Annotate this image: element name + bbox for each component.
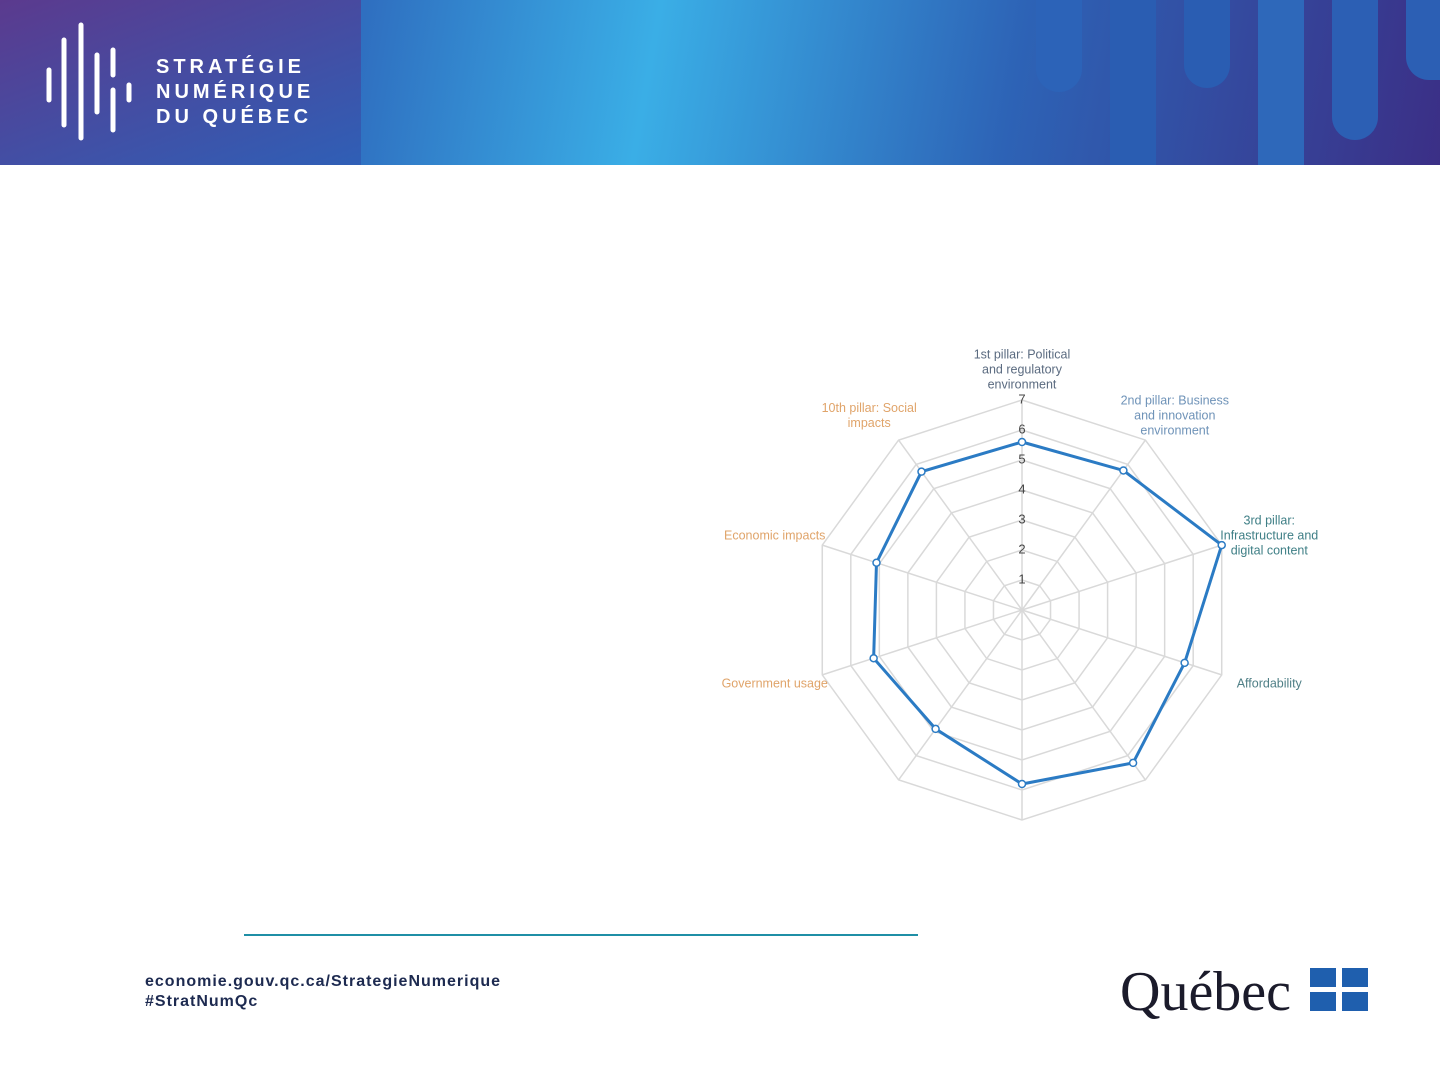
spoke <box>822 609 1023 676</box>
category-label: 2nd pillar: Business and innovation envi… <box>1120 393 1230 438</box>
spoke <box>822 544 1023 611</box>
category-label: Affordability <box>1236 676 1302 691</box>
footer-url: economie.gouv.qc.ca/StrategieNumerique <box>145 973 502 990</box>
category-label: Government usage <box>721 676 828 691</box>
data-point <box>1017 779 1027 789</box>
data-point <box>1017 437 1027 447</box>
r-tick-label: 1 <box>1018 571 1025 586</box>
data-point <box>1180 658 1189 668</box>
spoke <box>1021 544 1222 611</box>
r-tick-label: 2 <box>1018 541 1025 556</box>
data-point <box>1217 540 1226 550</box>
r-tick-label: 6 <box>1018 421 1025 436</box>
category-label: 10th pillar: Social impacts <box>821 400 917 430</box>
flag-mark <box>1310 968 1368 1011</box>
data-point <box>1119 466 1128 475</box>
series-line <box>872 440 1224 786</box>
brand: Québec <box>1120 961 1292 1023</box>
r-tick-label: 5 <box>1018 451 1025 466</box>
r-tick-label: 3 <box>1018 511 1025 526</box>
logo-text: STRATÉGIE <box>156 56 305 78</box>
category-label: 3rd pillar: Infrastructure and digital c… <box>1220 513 1319 558</box>
r-tick-label: 4 <box>1018 481 1025 496</box>
footer-hashtag: #StratNumQc <box>145 993 259 1010</box>
logo-text: NUMÉRIQUE <box>156 81 315 103</box>
data-point <box>931 724 940 734</box>
data-point <box>1128 758 1138 768</box>
category-label: Economic impacts <box>724 528 826 543</box>
data-point <box>869 653 878 663</box>
data-point <box>872 558 881 567</box>
logo: STRATÉGIE NUMÉRIQUE DU QUÉBEC <box>0 0 361 165</box>
logo-mark <box>46 22 132 141</box>
data-point <box>917 467 926 476</box>
logo-text: DU QUÉBEC <box>156 106 313 128</box>
r-tick-label: 7 <box>1018 391 1025 406</box>
spoke <box>1021 609 1147 781</box>
spoke <box>897 609 1023 781</box>
category-label: 1st pillar: Political and regulatory env… <box>973 347 1071 392</box>
